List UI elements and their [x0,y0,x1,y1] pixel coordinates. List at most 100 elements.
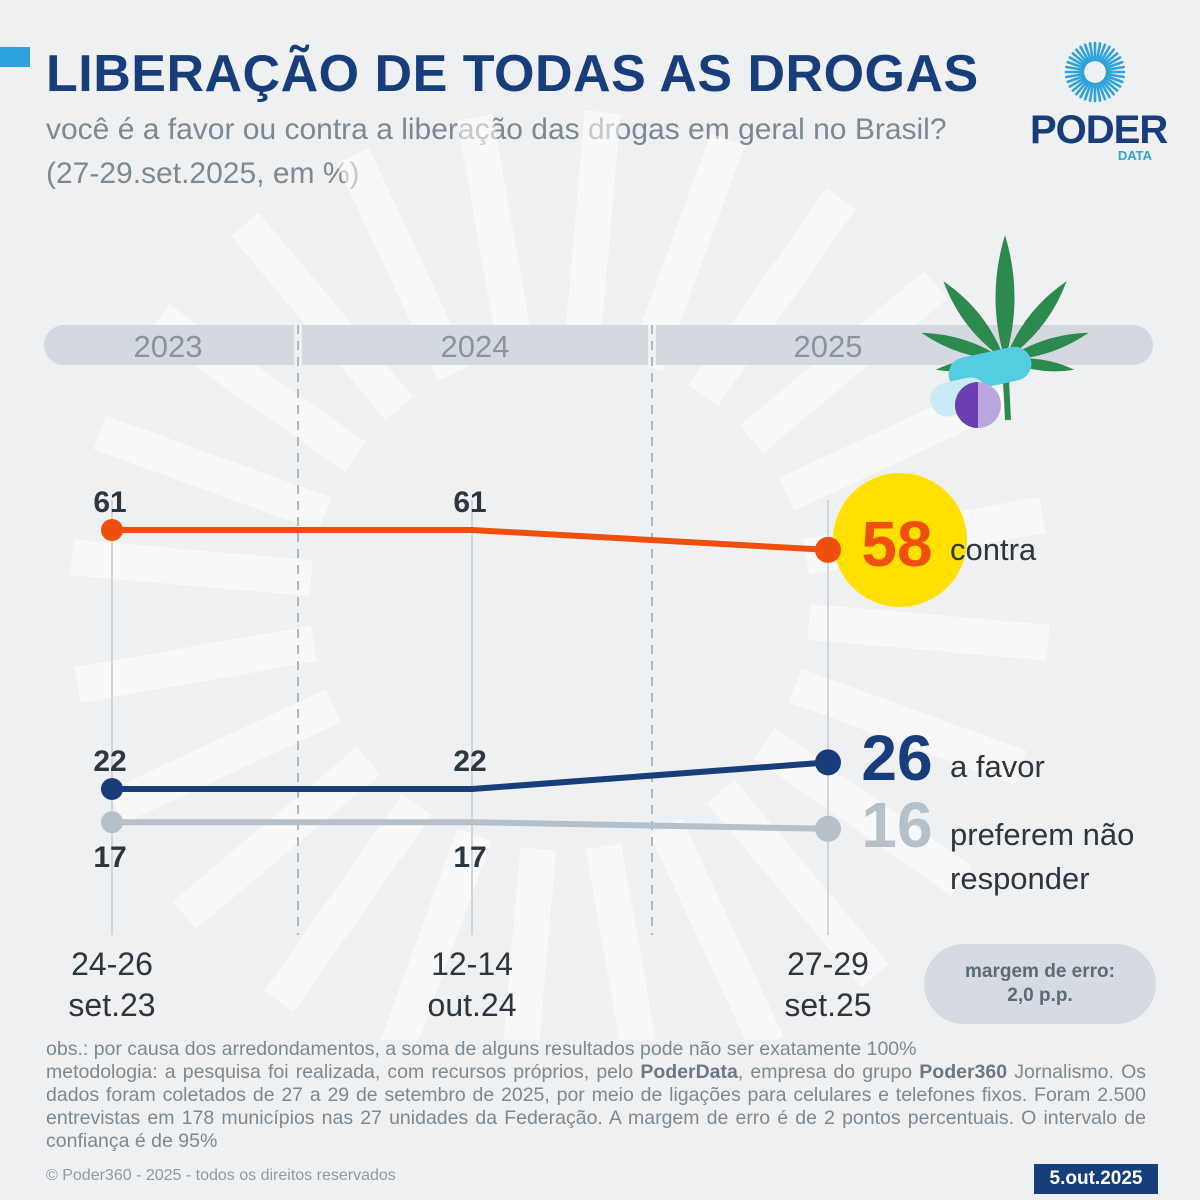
background-ray [231,213,414,421]
series-line [109,819,831,832]
leaf [943,281,1005,360]
logo-ray [1101,48,1115,65]
cannabis-pill-illustration [921,235,1089,428]
background-ray [70,539,313,597]
chart-grid [111,325,829,935]
logo-ray [1095,82,1102,102]
logo-ray [1102,78,1119,92]
logo-ray [1068,76,1086,88]
data-label: 61 [453,486,486,519]
logo-ray [1088,42,1095,62]
x-tick-label: 24-26 [71,946,153,982]
logo-ray [1079,81,1091,99]
logo-ray [1079,45,1091,63]
data-label: 22 [93,745,126,778]
background-ray [585,843,656,1040]
series-line [109,527,831,553]
sunburst-icon [1064,41,1126,103]
labels-layer: 61 61 58 contra 22 22 26 a favor 17 17 16 preferem … [68,486,1134,1023]
publish-date-badge: 5.out.2025 [1034,1164,1158,1194]
logo-ray [1071,52,1088,66]
logo-ray [1102,52,1119,66]
series-name-label: preferem não [950,817,1134,852]
background-sunburst [70,110,1050,1040]
background-ray [503,847,557,1040]
year-band-background [44,325,1153,365]
x-tick-label: out.24 [428,987,517,1023]
final-value-label: 16 [861,789,932,861]
logo-ray [1083,43,1093,62]
background-ray [706,779,889,987]
logo-ray [1068,56,1086,68]
logo-ray [1083,82,1093,101]
logo-word: PODER [1030,108,1168,152]
background-ray [264,794,432,1012]
background-ray [93,415,332,532]
copyright: © Poder360 - 2025 - todos os direitos re… [46,1167,396,1184]
logo-ray [1066,74,1085,84]
final-value-label: 26 [861,722,932,794]
logo-ray [1066,60,1085,70]
background-ray [788,668,1027,785]
data-label: 61 [93,486,126,519]
data-label: 17 [93,841,126,874]
year-label: 2023 [134,329,203,364]
brand-poderdata: PoderData [640,1061,738,1083]
footnote: obs.: por causa dos arredondamentos, a s… [46,1038,1146,1153]
logo-ray [1075,79,1089,96]
year-label: 2025 [794,329,863,364]
x-tick-label: set.23 [68,987,155,1023]
x-tick-label: set.25 [784,987,871,1023]
series-layer [101,473,967,842]
margin-of-error-value: 2,0 p.p. [1007,985,1073,1006]
logo-sub: DATA [1117,148,1152,163]
logo-ray [1097,43,1107,62]
obs-text: obs.: por causa dos arredondamentos, a s… [46,1038,917,1060]
pill-half [955,382,978,428]
logo-ray [1105,65,1125,72]
logo-ray [1105,72,1125,79]
final-value-label: 58 [861,508,932,580]
methodology-text: metodologia: a pesquisa foi realizada, c… [46,1061,1146,1153]
year-label: 2024 [441,329,510,364]
accent-bar [0,47,30,67]
background-ray [457,114,535,357]
logo-ray [1105,74,1124,84]
series-name-label: a favor [950,749,1045,784]
data-label: 22 [453,745,486,778]
series-name-label: contra [950,532,1037,567]
background-ray [563,110,621,353]
logo-ray [1101,79,1115,96]
data-point [101,811,123,834]
x-tick-label: 27-29 [787,946,869,982]
logo-ray [1099,81,1111,99]
methodology-prefix: metodologia: a pesquisa foi realizada, c… [46,1061,641,1083]
methodology-mid: , empresa do grupo [737,1061,920,1083]
logo-ray [1071,78,1088,92]
data-point [101,778,123,800]
data-label: 17 [453,841,486,874]
background-ray [649,818,784,1040]
background-ray [380,828,492,1040]
methodology-rest: Jornalismo. Os dados foram coletados de … [46,1061,1146,1152]
logo-ray [1065,65,1085,72]
page-title: LIBERAÇÃO DE TODAS AS DROGAS [46,45,979,103]
background-ray [807,603,1050,661]
logo-ray [1104,76,1122,88]
poderdata-logo: PODER DATA [1030,40,1168,165]
data-point [815,815,841,842]
data-point [101,519,123,541]
logo-ray [1105,60,1124,70]
logo-ray [1075,48,1089,65]
margin-of-error-badge: margem de erro: 2,0 p.p. [924,944,1156,1024]
data-point [815,536,841,563]
logo-ray [1095,42,1102,62]
x-tick-label: 12-14 [431,946,513,982]
logo-ray [1097,82,1107,101]
margin-of-error-label: margem de erro: [965,961,1115,982]
leaf [995,235,1015,360]
logo-ray [1104,56,1122,68]
series-line [109,759,831,792]
logo-ray [1099,45,1111,63]
data-point [815,749,841,776]
